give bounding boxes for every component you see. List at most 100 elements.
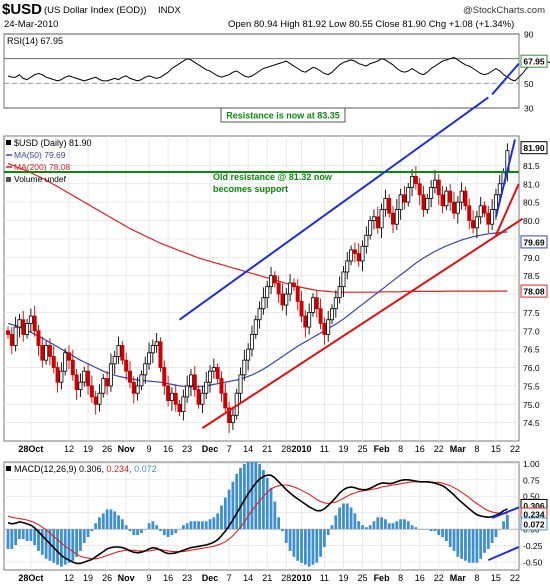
x-axis-label: Nov	[118, 573, 135, 583]
macd-histogram-bar	[483, 529, 486, 553]
price-bar-body	[162, 367, 167, 387]
macd-histogram-bar	[239, 467, 242, 530]
price-bar-body	[177, 403, 182, 413]
macd-histogram-bar	[242, 463, 246, 530]
price-bar-body	[257, 308, 262, 321]
macd-histogram-bar	[44, 529, 48, 559]
x-axis-label: 22	[510, 573, 520, 583]
exchange-label: INDX	[158, 5, 181, 16]
macd-histogram-bar	[216, 513, 220, 530]
price-tick-label: 76.0	[523, 363, 540, 373]
price-tick-label: 80.5	[523, 198, 540, 208]
price-tick-label: 81.0	[523, 179, 540, 189]
ma50-last-value: 79.69	[523, 237, 545, 247]
macd-histogram-bar	[212, 517, 216, 530]
price-bar-body	[147, 352, 152, 365]
rsi-frame	[3, 33, 520, 109]
macd-histogram-bar	[147, 523, 151, 530]
macd-histogram-bar	[86, 529, 90, 538]
x-axis-label: Feb	[374, 444, 391, 454]
macd-histogram-bar	[59, 529, 63, 567]
macd-histogram-bar	[464, 529, 467, 561]
price-bar-body	[360, 245, 365, 262]
price-bar-body	[478, 205, 483, 218]
price-bar-body	[345, 260, 350, 273]
resistance-box	[220, 107, 346, 123]
price-bar-body	[120, 345, 125, 361]
rsi-tick-label: 30	[524, 104, 534, 114]
x-axis: 28Oct 12 19 26 Nov 9 16 23 Dec 7 14 21 28 2010 11 19 25 F…	[18, 444, 520, 583]
price-bar-body	[89, 385, 94, 398]
price-bar-body	[158, 341, 163, 368]
macd-histogram-bar	[250, 462, 254, 530]
price-bar-body	[9, 334, 14, 346]
price-bar-body	[227, 407, 232, 424]
x-axis-label: 2010	[292, 573, 312, 583]
macd-histogram-bar	[40, 529, 44, 555]
macd-histogram-bar	[98, 517, 101, 530]
x-axis-label: 9	[147, 573, 152, 583]
x-axis-label: 19	[338, 573, 348, 583]
price-bar-body	[143, 363, 148, 376]
price-bar-body	[497, 183, 502, 196]
macd-histogram-bar	[368, 525, 372, 530]
x-axis-label: 22	[510, 444, 520, 454]
price-bar-body	[410, 176, 415, 188]
macd-histogram-bar	[14, 529, 18, 545]
price-bar-body	[127, 370, 132, 383]
price-tick-label: 81.5	[523, 161, 540, 171]
price-bar-body	[86, 370, 91, 387]
macd-histogram-bar	[117, 515, 120, 530]
price-bar-body	[63, 352, 68, 372]
macd-histogram-bar	[262, 469, 265, 530]
price-bar-body	[387, 198, 392, 214]
price-bar-body	[131, 381, 136, 394]
macd-histogram-bar	[376, 517, 380, 530]
macd-histogram-bar	[151, 521, 155, 530]
red-support-trendline	[201, 217, 524, 429]
macd-legend-swatch	[6, 466, 11, 471]
price-bar-body	[93, 396, 98, 405]
price-bar-body	[265, 286, 270, 299]
chart-date: 24-Mar-2010	[4, 19, 58, 30]
price-bar-body	[291, 282, 296, 288]
macd-histogram-bar	[471, 529, 475, 563]
macd-histogram-bar	[128, 529, 132, 532]
x-axis-label: Mar	[450, 444, 467, 454]
x-axis-label: 7	[227, 573, 232, 583]
macd-tick-label: 0.50	[523, 492, 540, 502]
x-axis-label: 22	[434, 444, 444, 454]
price-bar-body	[36, 330, 41, 346]
price-bar-body	[310, 297, 315, 313]
old-resistance-annotation: Old resistance @ 81.32 now	[213, 172, 333, 182]
macd-histogram-bar	[361, 525, 364, 530]
macd-histogram-bar	[204, 521, 208, 530]
price-bar-body	[150, 345, 155, 354]
macd-histogram-bar	[166, 529, 170, 538]
price-bar-body	[436, 179, 441, 196]
x-axis-label: 28	[281, 444, 291, 454]
price-bar-body	[406, 187, 411, 203]
ma200-last-value: 78.08	[523, 287, 545, 297]
volume-legend-swatch	[6, 177, 11, 182]
macd-histogram-bar	[201, 521, 204, 530]
price-bar-body	[124, 359, 129, 372]
price-bar-body	[6, 330, 11, 335]
price-bar-body	[108, 363, 113, 387]
price-tick-label: 79.0	[523, 253, 540, 263]
price-bar-body	[280, 293, 285, 306]
ma50-last-value-box	[520, 235, 548, 249]
macd-legend-macd: MACD(12,26,9) 0.306,	[14, 464, 107, 474]
price-bar-body	[78, 381, 83, 390]
price-bar-body	[181, 396, 186, 413]
macd-histogram-bar	[380, 517, 383, 530]
macd-histogram-bar	[132, 529, 136, 536]
x-axis-label: Nov	[118, 444, 135, 454]
price-bar-body	[448, 190, 453, 203]
price-bar-body	[44, 345, 49, 361]
macd-histogram-bar	[185, 523, 189, 530]
price-tick-label: 76.5	[523, 345, 540, 355]
price-bar-body	[139, 374, 144, 387]
macd-histogram-bar	[273, 501, 277, 530]
x-axis-label: 8	[474, 573, 479, 583]
